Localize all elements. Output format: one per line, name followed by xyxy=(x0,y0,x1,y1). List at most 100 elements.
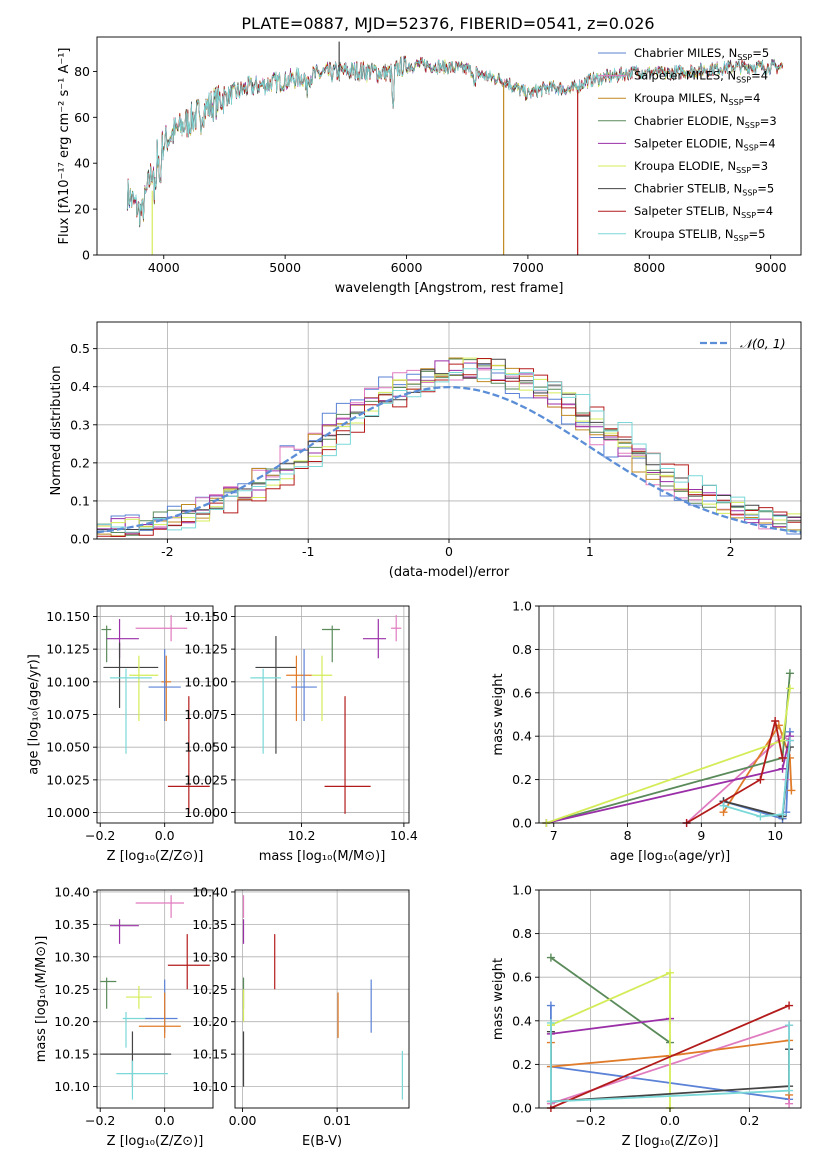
weight-series-line xyxy=(550,971,671,1108)
data-point xyxy=(116,1060,168,1100)
data-point xyxy=(101,625,112,663)
weight-point-marker xyxy=(546,1018,555,1027)
x-tick-label: 0 xyxy=(445,544,453,559)
x-tick-label: 4000 xyxy=(148,260,180,275)
data-point xyxy=(109,919,139,944)
weight-point-marker xyxy=(785,1099,794,1108)
legend-label: Kroupa ELODIE, NSSP=3 xyxy=(634,159,768,175)
weight-point-marker xyxy=(719,801,728,810)
age-vs-mass-panel: 10.2 10.4 10.000 10.025 10.050 10.075 10.100 10… xyxy=(184,605,418,864)
x-tick-label: 8000 xyxy=(633,260,665,275)
y-axis-label: Normed distribution xyxy=(49,366,64,496)
x-axis-label: Z [log₁₀(Z/Z⊙)] xyxy=(107,1134,204,1149)
data-point xyxy=(100,977,117,1009)
weight-point-marker xyxy=(785,1086,794,1095)
x-tick-label: 0.0 xyxy=(155,828,175,843)
axes-frame xyxy=(96,36,802,256)
y-tick-label: 10.25 xyxy=(192,982,228,997)
x-tick-label: 2 xyxy=(727,544,735,559)
normal-curve xyxy=(97,385,801,534)
x-tick-label: 8 xyxy=(624,828,632,843)
x-axis-label: E(B-V) xyxy=(302,1134,342,1149)
y-axis-label: mass [log₁₀(M/M⊙)] xyxy=(34,936,49,1063)
y-tick-label: 10.125 xyxy=(184,642,228,657)
axes-frame xyxy=(234,889,410,1109)
data-point xyxy=(100,1031,172,1087)
y-tick-label: 0.3 xyxy=(70,417,90,432)
y-tick-label: 10.15 xyxy=(192,1047,228,1062)
y-tick-label: 0.0 xyxy=(512,1101,532,1116)
weight-point-marker xyxy=(546,953,555,962)
x-axis-label: Z [log₁₀(Z/Z⊙)] xyxy=(107,849,204,864)
y-tick-label: 0.4 xyxy=(512,729,532,744)
x-tick-label: 1 xyxy=(586,544,594,559)
spectrum-panel: 4000 5000 6000 7000 8000 9000 0 20 40 60 80 wavelen… xyxy=(57,36,802,296)
x-tick-label: 5000 xyxy=(269,260,301,275)
y-axis-label: mass weight xyxy=(491,958,506,1040)
data-point xyxy=(391,615,402,642)
y-tick-label: 10.000 xyxy=(184,805,228,820)
x-tick-label: 0.00 xyxy=(229,1113,257,1128)
data-point xyxy=(106,619,139,659)
x-tick-label: 10.4 xyxy=(390,828,418,843)
legend-label: Salpeter MILES, NSSP=4 xyxy=(634,69,768,85)
weight-point-marker xyxy=(778,753,787,762)
x-tick-label: 0.01 xyxy=(323,1113,351,1128)
y-tick-label: 0.0 xyxy=(512,816,532,831)
data-point xyxy=(148,649,181,722)
y-tick-label: 10.075 xyxy=(46,707,90,722)
x-tick-label: 7000 xyxy=(512,260,544,275)
y-tick-label: 0.8 xyxy=(512,642,532,657)
y-tick-label: 60 xyxy=(74,110,90,125)
y-axis-label: age [log₁₀(age/yr)] xyxy=(26,654,41,775)
data-point xyxy=(167,934,210,990)
weight-point-marker xyxy=(756,812,765,821)
legend-label: Kroupa MILES, NSSP=4 xyxy=(634,91,760,107)
axes-frame xyxy=(96,889,214,1109)
data-point xyxy=(255,636,297,754)
data-point xyxy=(161,655,172,722)
mass-weight-vs-Z-panel: −0.2 0.0 0.2 0.0 0.2 0.4 0.6 0.8 1.0 Z [log₁₀(Z/Z… xyxy=(491,883,802,1149)
residual-histograms xyxy=(97,357,801,537)
data-point xyxy=(322,625,340,663)
y-tick-label: 0.6 xyxy=(512,970,532,985)
weight-point-marker xyxy=(785,684,794,693)
legend-label: Salpeter ELODIE, NSSP=4 xyxy=(634,136,776,152)
y-tick-label: 10.35 xyxy=(192,917,228,932)
y-tick-label: 10.100 xyxy=(46,674,90,689)
x-tick-label: 9000 xyxy=(755,260,787,275)
weight-point-marker xyxy=(546,1001,555,1010)
y-tick-label: 10.30 xyxy=(192,949,228,964)
legend-label: Chabrier ELODIE, NSSP=3 xyxy=(634,114,777,130)
weight-point-marker xyxy=(666,968,674,977)
mass-vs-Z-panel: −0.2 0.0 10.10 10.15 10.20 10.25 10.30 10.35 10.… xyxy=(34,884,214,1149)
y-tick-label: 10.125 xyxy=(46,642,90,657)
x-tick-label: 6000 xyxy=(391,260,423,275)
x-tick-label: 10 xyxy=(767,828,783,843)
data-point xyxy=(324,696,371,814)
data-point xyxy=(103,642,159,708)
x-tick-label: −0.2 xyxy=(575,1113,605,1128)
legend-label: Chabrier STELIB, NSSP=5 xyxy=(634,182,774,198)
y-tick-label: 10.150 xyxy=(184,609,228,624)
weight-series-line xyxy=(686,720,784,824)
y-tick-label: 10.40 xyxy=(54,884,90,899)
x-tick-label: 7 xyxy=(550,828,558,843)
y-tick-label: 10.30 xyxy=(54,949,90,964)
weight-point-marker xyxy=(785,1021,794,1030)
x-tick-label: -2 xyxy=(161,544,173,559)
x-tick-label: 0.0 xyxy=(155,1113,175,1128)
weight-point-marker xyxy=(778,764,787,773)
y-tick-label: 10.35 xyxy=(54,917,90,932)
y-tick-label: 10.075 xyxy=(184,707,228,722)
data-point xyxy=(135,895,184,918)
y-tick-label: 10.25 xyxy=(54,982,90,997)
y-tick-label: 10.20 xyxy=(192,1014,228,1029)
figure-title: PLATE=0887, MJD=52376, FIBERID=0541, z=0… xyxy=(241,14,654,33)
y-tick-label: 0.4 xyxy=(70,379,90,394)
x-tick-label: −0.2 xyxy=(85,828,115,843)
y-tick-label: 0.5 xyxy=(70,341,90,356)
spectrum-series-line xyxy=(126,56,784,226)
x-tick-label: −0.2 xyxy=(85,1113,115,1128)
